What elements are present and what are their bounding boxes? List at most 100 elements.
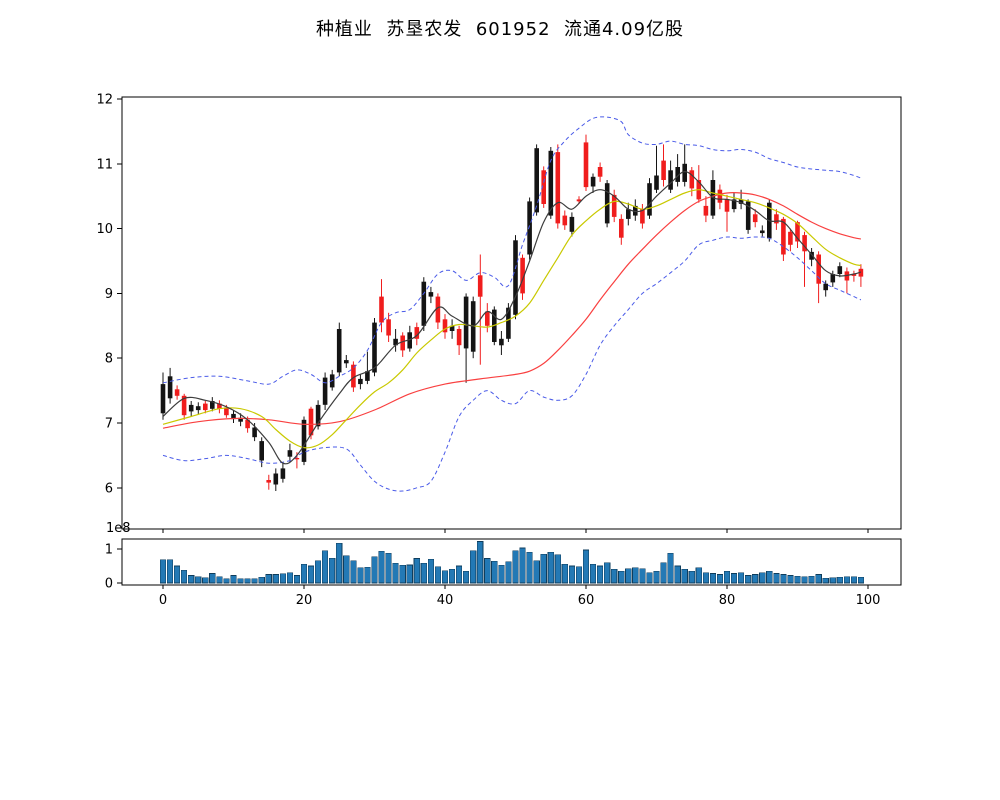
x-axis-labels: 0 20 40 60 80 100 [159, 529, 881, 608]
candle-body [421, 281, 427, 326]
candle-body [167, 376, 173, 399]
volume-bar [251, 578, 258, 584]
volume-bar [265, 574, 272, 584]
candle-body [647, 183, 652, 216]
candle-body [851, 274, 857, 276]
volume-bar [561, 563, 568, 584]
volume-bar [526, 552, 533, 584]
volume-tick-label: 0 [105, 577, 113, 592]
candle-body [506, 307, 511, 339]
volume-bar [843, 576, 850, 584]
volume-bar [237, 578, 244, 584]
candle-body [689, 170, 695, 189]
volume-bar [420, 562, 427, 584]
volume-bar [752, 574, 759, 584]
price-axis-labels: 12 11 10 9 8 7 6 [96, 93, 122, 496]
candle-body [654, 175, 659, 190]
volume-bar [709, 573, 716, 584]
x-tick-label: 100 [856, 593, 881, 608]
volume-bar [639, 568, 646, 584]
volume-bar [618, 570, 625, 584]
candle-body [640, 209, 645, 224]
candle-body [823, 283, 828, 291]
volume-bar [491, 560, 498, 584]
x-tick-label: 0 [159, 593, 167, 608]
candle-body [210, 401, 215, 409]
candle-body [181, 395, 187, 416]
candle-body [217, 403, 222, 409]
volume-bar [364, 567, 371, 584]
candle-body [724, 199, 730, 212]
candle-body [583, 142, 589, 188]
candle-body [604, 183, 610, 224]
price-tick-label: 8 [105, 352, 113, 367]
candle-body [809, 251, 814, 260]
volume-bar [815, 574, 822, 584]
candle-body [682, 163, 687, 182]
candle-body [322, 377, 328, 405]
volume-bar [604, 562, 611, 584]
price-tick-label: 10 [96, 222, 113, 237]
volume-bar [300, 563, 308, 584]
candle-body [520, 257, 525, 294]
volume-bar [188, 575, 195, 584]
candle-body [174, 389, 180, 396]
volume-bar [730, 573, 738, 584]
candle-body [160, 384, 166, 414]
volume-bar [646, 572, 653, 584]
candle-body [513, 240, 518, 315]
volume-bar [582, 549, 590, 584]
volume-bar [321, 550, 329, 584]
volume-bar [808, 575, 815, 584]
candle-body [548, 150, 554, 216]
candle-body [294, 458, 300, 460]
volume-bar [293, 575, 301, 584]
candle-body [252, 427, 257, 438]
volume-bar [850, 576, 857, 584]
candle-body [407, 332, 412, 349]
volume-bar [455, 565, 463, 584]
candle-body [245, 419, 250, 429]
volume-bar [448, 569, 456, 584]
volume-bar [392, 562, 399, 584]
ma-lines-layer [162, 170, 862, 465]
volume-bar [314, 560, 322, 584]
price-pane-frame [121, 96, 902, 530]
candle-body [280, 468, 286, 479]
volume-bar [195, 576, 202, 584]
volume-bar [568, 565, 575, 584]
candle-body [788, 231, 793, 245]
candle-body [611, 194, 617, 217]
candle-body [435, 296, 441, 323]
candle-body [414, 327, 420, 339]
candle-body [760, 230, 765, 234]
x-tick-label: 80 [719, 593, 736, 608]
volume-bar [660, 562, 667, 584]
candle-body [774, 214, 779, 224]
volume-bar [857, 576, 864, 584]
volume-tick-label: 1 [105, 543, 113, 558]
volume-bar [836, 576, 843, 584]
volume-bar [737, 572, 745, 584]
volume-bar [716, 574, 723, 584]
candle-body [365, 371, 370, 381]
candle-body [590, 176, 596, 187]
x-tick-label: 20 [296, 593, 313, 608]
candle-body [231, 413, 236, 420]
volume-bar [477, 541, 484, 584]
volume-scale-offset-label: 1e8 [106, 521, 131, 536]
candle-body [597, 167, 603, 177]
volume-bar [244, 578, 251, 584]
volume-bar [350, 560, 357, 584]
volume-bar [385, 553, 392, 584]
volume-bar [681, 569, 688, 584]
candle-body [449, 325, 455, 331]
volume-bar [653, 570, 660, 584]
chart-title: 种植业 苏垦农发 601952 流通4.09亿股 [315, 19, 685, 40]
candle-body [745, 201, 751, 230]
candle-body [541, 170, 546, 204]
volume-bar [688, 570, 695, 584]
volume-bar [272, 574, 279, 584]
candle-body [188, 404, 194, 412]
candle-body [379, 296, 384, 323]
